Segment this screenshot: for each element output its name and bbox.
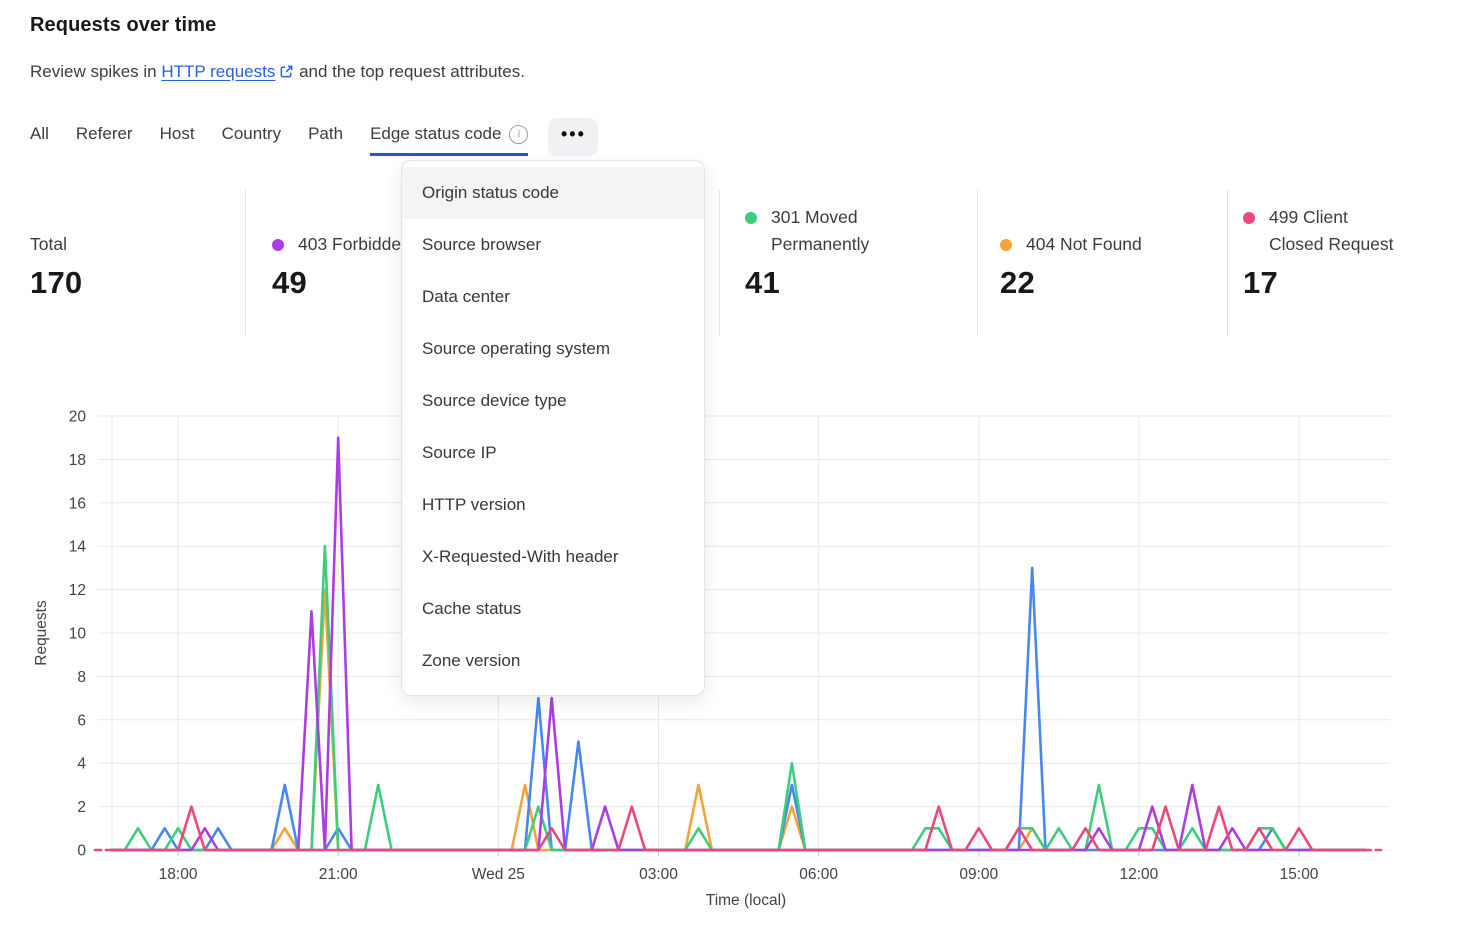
- y-tick-label: 2: [77, 799, 86, 816]
- tab-host[interactable]: Host: [160, 118, 195, 156]
- x-tick-label: 15:00: [1280, 866, 1319, 883]
- x-tick-label: 18:00: [159, 866, 198, 883]
- stat-value: 17: [1243, 265, 1278, 300]
- stat-tile-403-forbidden[interactable]: 403 Forbidden 49: [272, 190, 411, 301]
- stat-label: 404 Not Found: [1000, 190, 1142, 258]
- info-icon[interactable]: i: [509, 124, 529, 144]
- subtitle-suffix: and the top request attributes.: [294, 62, 525, 81]
- legend-dot: [1243, 212, 1255, 224]
- menu-item-source-device-type[interactable]: Source device type: [422, 391, 567, 410]
- menu-item-source-operating-system[interactable]: Source operating system: [422, 339, 611, 358]
- attribute-dropdown-menu: Origin status code Source browser Data cen…: [401, 160, 705, 696]
- menu-item-source-browser[interactable]: Source browser: [422, 235, 542, 254]
- attribute-tabs: All Referer Host Country Path Edge status cod…: [30, 118, 599, 156]
- x-tick-label: 06:00: [799, 866, 838, 883]
- stat-label-line: 403 Forbidden: [272, 231, 411, 258]
- stat-tile-total[interactable]: Total 170: [30, 190, 82, 301]
- tab-all[interactable]: All: [30, 118, 49, 156]
- stat-divider: [977, 190, 978, 336]
- tab-referer[interactable]: Referer: [76, 118, 133, 156]
- http-requests-link[interactable]: HTTP requests: [161, 62, 294, 81]
- y-tick-label: 6: [77, 712, 86, 729]
- stat-label-line: 404 Not Found: [1000, 231, 1142, 258]
- x-tick-label: 12:00: [1120, 866, 1159, 883]
- stat-divider: [1227, 190, 1228, 336]
- stat-tile-301-moved-permanently[interactable]: 301 Moved Permanently 41: [745, 190, 869, 301]
- page-title: Requests over time: [30, 14, 217, 36]
- subtitle: Review spikes in HTTP requests and the t…: [30, 62, 525, 84]
- legend-dot: [1000, 239, 1012, 251]
- x-tick-label: Wed 25: [472, 866, 525, 883]
- y-tick-label: 8: [77, 669, 86, 686]
- stat-label-line: Permanently: [771, 234, 870, 254]
- external-link-icon: [279, 64, 294, 84]
- stat-tile-404-not-found[interactable]: 404 Not Found 22: [1000, 190, 1142, 301]
- tab-label: Edge status code: [370, 124, 502, 143]
- more-tabs-button[interactable]: •••: [548, 118, 599, 156]
- tab-label: Referer: [75, 124, 133, 143]
- x-axis-title: Time (local): [706, 892, 786, 909]
- menu-item-cache-status[interactable]: Cache status: [422, 599, 522, 618]
- y-tick-label: 20: [69, 409, 87, 426]
- stat-label: 499 Client Closed Request: [1243, 190, 1394, 258]
- x-tick-label: 09:00: [959, 866, 998, 883]
- legend-dot: [745, 212, 757, 224]
- x-tick-label: 03:00: [639, 866, 678, 883]
- stat-value: 49: [272, 265, 307, 300]
- y-tick-label: 0: [77, 843, 86, 860]
- series-line-499-client-closed-request: [110, 805, 1368, 852]
- stat-label-line: Closed Request: [1269, 234, 1394, 254]
- stat-divider: [719, 190, 720, 336]
- stat-value: 41: [745, 265, 780, 300]
- stat-tile-499-client-closed-request[interactable]: 499 Client Closed Request 17: [1243, 190, 1394, 301]
- menu-item-source-ip[interactable]: Source IP: [422, 443, 497, 462]
- stat-value: 170: [30, 265, 83, 300]
- y-tick-label: 14: [69, 539, 87, 556]
- stat-label-line: 499 Client: [1243, 204, 1394, 231]
- subtitle-prefix: Review spikes in: [30, 62, 162, 81]
- menu-item-x-requested-with-header[interactable]: X-Requested-With header: [422, 547, 619, 566]
- legend-dot: [272, 239, 284, 251]
- y-tick-label: 16: [69, 495, 86, 512]
- y-tick-label: 4: [77, 756, 86, 773]
- tab-edge-status-code[interactable]: Edge status code i: [370, 118, 529, 156]
- tab-path[interactable]: Path: [308, 118, 343, 156]
- stat-label: 301 Moved Permanently: [745, 190, 869, 258]
- x-tick-label: 21:00: [319, 866, 358, 883]
- tab-label: All: [30, 124, 49, 143]
- stat-label-line: Total: [30, 234, 67, 254]
- status-code-stats-row: Total 170 403 Forbidden 49 301 Moved Permanen…: [0, 188, 1458, 348]
- tab-label: Country: [221, 124, 282, 143]
- stat-divider: [245, 190, 246, 336]
- stat-label: Total: [30, 190, 82, 258]
- y-axis-title: Requests: [33, 600, 50, 666]
- y-tick-label: 10: [69, 626, 87, 643]
- tab-label: Host: [159, 124, 195, 143]
- tab-label: Path: [308, 124, 344, 143]
- menu-item-data-center[interactable]: Data center: [422, 287, 510, 306]
- series-line-403-forbidden: [110, 436, 1368, 852]
- stat-label: 403 Forbidden: [272, 190, 411, 258]
- stat-value: 22: [1000, 265, 1035, 300]
- tab-country[interactable]: Country: [222, 118, 282, 156]
- menu-item-origin-status-code[interactable]: Origin status code: [402, 167, 704, 219]
- y-tick-label: 12: [69, 582, 86, 599]
- stat-label-line: 301 Moved: [745, 204, 869, 231]
- y-tick-label: 18: [69, 452, 86, 469]
- menu-item-http-version[interactable]: HTTP version: [422, 495, 526, 514]
- menu-item-zone-version[interactable]: Zone version: [422, 651, 521, 670]
